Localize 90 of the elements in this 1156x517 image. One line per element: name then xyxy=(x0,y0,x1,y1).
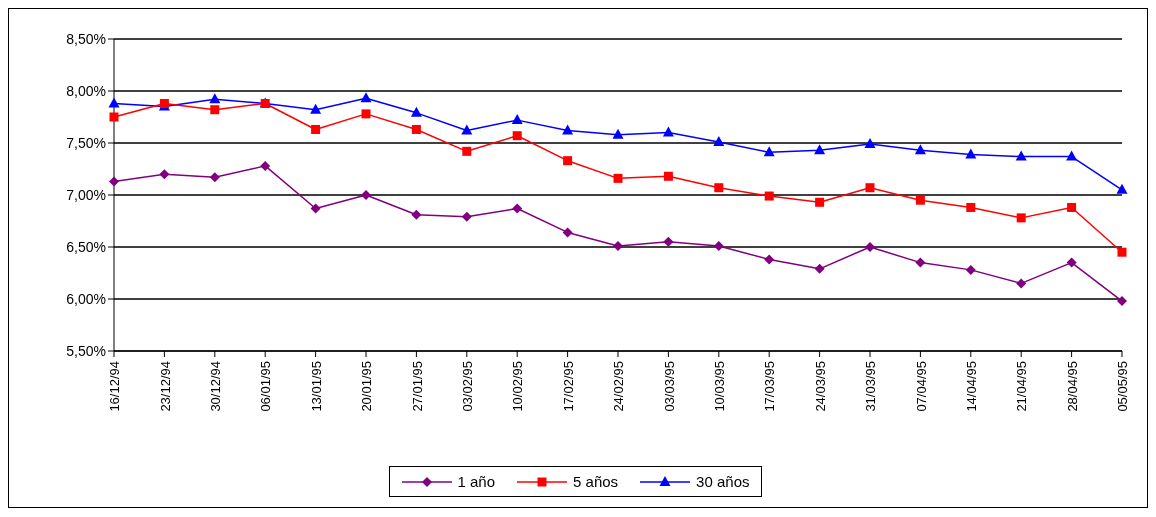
point xyxy=(411,209,422,220)
point xyxy=(563,156,573,166)
x-tick-label: 23/12/94 xyxy=(157,361,173,412)
x-tick-label: 17/02/95 xyxy=(560,361,576,412)
point xyxy=(915,195,925,205)
legend-label: 30 años xyxy=(696,473,750,490)
point xyxy=(1067,202,1077,212)
point xyxy=(109,112,119,122)
point xyxy=(713,240,724,251)
point xyxy=(210,105,220,115)
point xyxy=(914,144,926,155)
point xyxy=(562,227,573,238)
point xyxy=(209,172,220,183)
point xyxy=(663,171,673,181)
x-tick-label: 30/12/94 xyxy=(208,361,224,412)
x-tick-label: 20/01/95 xyxy=(359,361,375,412)
point xyxy=(109,176,119,187)
point xyxy=(865,242,875,252)
point xyxy=(663,236,674,247)
point xyxy=(864,138,876,149)
point xyxy=(612,128,624,139)
point xyxy=(1066,150,1078,161)
x-tick-label: 13/01/95 xyxy=(308,361,324,412)
point xyxy=(613,240,623,251)
point xyxy=(1116,183,1128,194)
point xyxy=(461,124,473,135)
y-tick-label: 7,50% xyxy=(66,134,106,151)
point xyxy=(310,203,321,214)
x-tick-label: 16/12/94 xyxy=(107,361,123,412)
point xyxy=(461,211,472,222)
point xyxy=(1016,213,1026,223)
x-tick-label: 06/01/95 xyxy=(258,361,274,412)
point xyxy=(713,135,725,146)
point xyxy=(764,254,775,265)
point xyxy=(965,264,976,275)
x-tick-label: 24/03/95 xyxy=(812,361,828,412)
x-tick-label: 17/03/95 xyxy=(762,361,778,412)
point xyxy=(915,257,926,268)
x-tick-label: 03/03/95 xyxy=(661,361,677,412)
x-tick-label: 10/02/95 xyxy=(510,361,526,412)
point xyxy=(814,144,826,155)
y-tick-label: 8,50% xyxy=(66,30,106,47)
x-tick-label: 07/04/95 xyxy=(913,361,929,412)
point xyxy=(965,148,977,159)
point xyxy=(714,183,724,193)
x-tick-label: 05/05/95 xyxy=(1115,361,1131,412)
point xyxy=(1117,296,1127,307)
point xyxy=(209,93,221,104)
point xyxy=(814,263,825,274)
x-tick-label: 28/04/95 xyxy=(1064,361,1080,412)
y-tick-label: 6,50% xyxy=(66,238,106,255)
point xyxy=(462,146,472,156)
point xyxy=(1016,278,1027,289)
x-tick-label: 14/04/95 xyxy=(964,361,980,412)
point xyxy=(865,183,875,193)
point xyxy=(562,124,574,135)
point xyxy=(613,173,623,183)
point xyxy=(361,109,371,119)
point xyxy=(411,124,421,134)
y-tick-label: 7,00% xyxy=(66,186,106,203)
point xyxy=(361,190,371,200)
y-tick-label: 6,00% xyxy=(66,290,106,307)
y-tick-label: 8,00% xyxy=(66,82,106,99)
x-tick-label: 21/04/95 xyxy=(1014,361,1030,412)
point xyxy=(410,106,422,117)
x-tick-label: 31/03/95 xyxy=(863,361,879,412)
point xyxy=(159,169,170,180)
point xyxy=(512,131,522,141)
point xyxy=(512,203,523,214)
x-tick-label: 27/01/95 xyxy=(409,361,425,412)
point xyxy=(1015,150,1027,161)
point xyxy=(260,160,271,171)
point xyxy=(1066,257,1077,268)
point xyxy=(662,126,674,137)
point xyxy=(311,124,321,134)
legend-label: 1 año xyxy=(457,473,496,490)
x-tick-label: 24/02/95 xyxy=(611,361,627,412)
point xyxy=(310,103,322,114)
point xyxy=(763,146,775,157)
point xyxy=(764,191,774,201)
point xyxy=(511,114,523,125)
point xyxy=(966,202,976,212)
x-tick-label: 10/03/95 xyxy=(712,361,728,412)
point xyxy=(815,197,825,207)
point xyxy=(108,97,120,108)
point xyxy=(1117,247,1127,257)
x-tick-label: 03/02/95 xyxy=(460,361,476,412)
point xyxy=(360,92,372,103)
legend-label: 5 años xyxy=(573,473,619,490)
y-tick-label: 5,50% xyxy=(66,342,106,359)
